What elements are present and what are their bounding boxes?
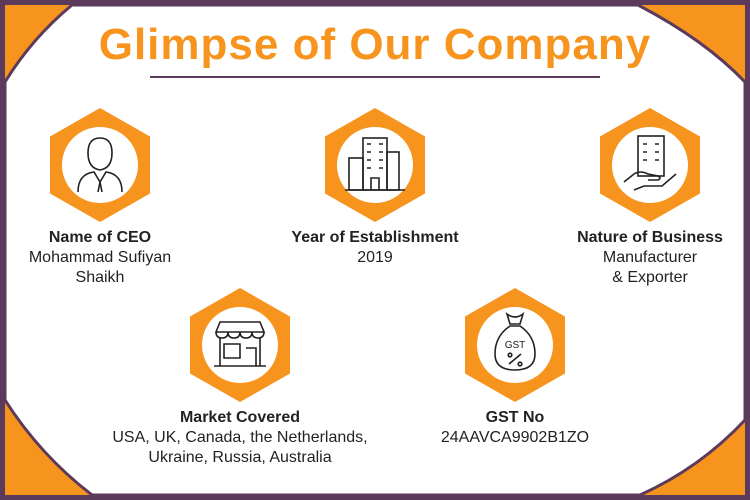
ceo-label: Name of CEO xyxy=(48,229,152,246)
info-business: Nature of Business Manufacturer & Export… xyxy=(520,108,750,288)
info-ceo: Name of CEO Mohammad Sufiyan Shaikh xyxy=(0,108,230,288)
info-establishment: Year of Establishment 2019 xyxy=(245,108,505,268)
page-title: Glimpse of Our Company xyxy=(98,20,652,69)
business-value: Manufacturer & Exporter xyxy=(602,249,698,286)
building-in-hand-icon xyxy=(600,108,700,222)
establishment-value: 2019 xyxy=(357,249,393,266)
gst-label: GST No xyxy=(485,409,545,426)
ceo-person-icon xyxy=(50,108,150,222)
gst-icon-text: GST xyxy=(505,340,526,351)
gst-value: 24AAVCA9902B1ZO xyxy=(440,429,590,446)
market-value: USA, UK, Canada, the Netherlands, Ukrain… xyxy=(112,429,368,466)
business-label: Nature of Business xyxy=(577,229,723,246)
info-market: Market Covered USA, UK, Canada, the Neth… xyxy=(110,288,370,468)
title-divider xyxy=(150,76,600,78)
ceo-value: Mohammad Sufiyan Shaikh xyxy=(28,249,172,286)
market-label: Market Covered xyxy=(179,409,301,426)
info-gst: GST GST No 24AAVCA9902B1ZO xyxy=(385,288,645,448)
establishment-label: Year of Establishment xyxy=(291,229,459,246)
gst-bag-icon: GST xyxy=(465,288,565,402)
shop-icon xyxy=(190,288,290,402)
buildings-icon xyxy=(325,108,425,222)
